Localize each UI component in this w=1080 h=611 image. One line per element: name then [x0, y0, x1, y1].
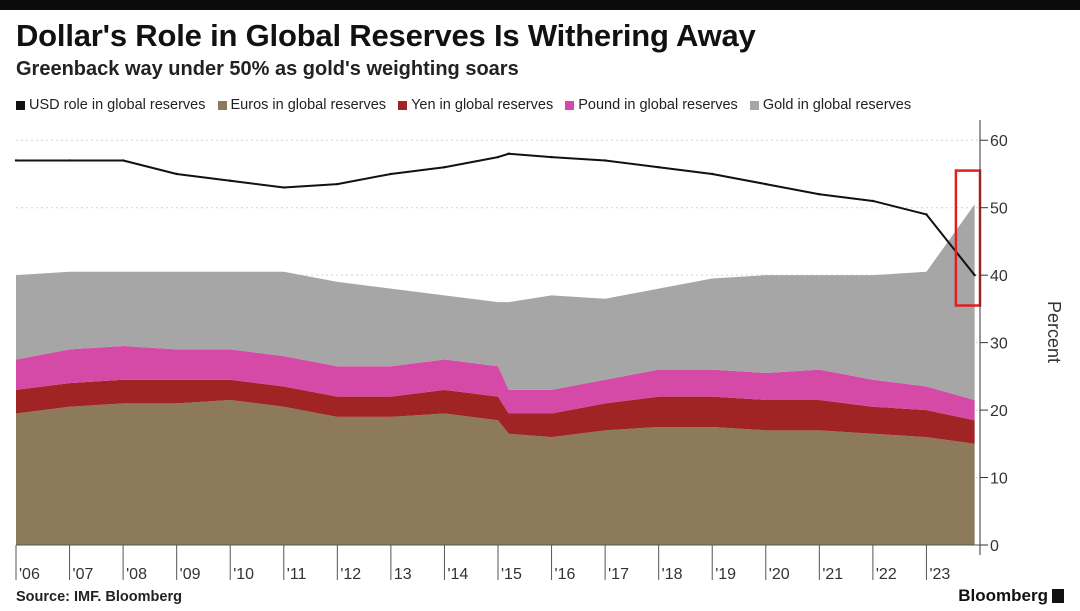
y-tick-label: 10: [990, 471, 1008, 488]
x-tick-label: '21: [822, 566, 843, 583]
usd-point: [282, 186, 285, 189]
x-tick-label: '15: [501, 566, 522, 583]
usd-point: [507, 152, 510, 155]
legend-swatch-usd: [16, 100, 25, 110]
usd-point: [871, 199, 875, 203]
legend-item-gold: Gold in global reserves: [749, 97, 912, 113]
usd-point: [603, 159, 607, 162]
usd-point: [973, 273, 976, 277]
usd-point: [657, 166, 660, 169]
x-tick-label: 13: [394, 566, 412, 583]
line-usd: [16, 152, 976, 276]
x-tick-label: '10: [233, 566, 254, 583]
chart-title: Dollar's Role in Global Reserves Is With…: [16, 18, 756, 53]
usd-point: [818, 193, 821, 196]
usd-point: [68, 159, 71, 162]
chart-legend: USD role in global reserves Euros in glo…: [16, 95, 911, 115]
x-tick-label: '18: [662, 566, 683, 583]
legend-swatch-gold: [749, 100, 759, 110]
x-tick-label: '22: [876, 566, 897, 583]
legend-swatch-pound: [565, 100, 575, 110]
area-yen: [16, 379, 975, 444]
usd-point: [496, 155, 500, 159]
x-tick-label: '14: [447, 566, 468, 583]
x-tick-label: '16: [555, 566, 576, 583]
legend-item-yen: Yen in global reserves: [398, 97, 553, 113]
x-tick-label: '20: [769, 566, 790, 583]
legend-label-gold: Gold in global reserves: [762, 97, 912, 113]
legend-swatch-yen: [398, 100, 408, 110]
source-note: Source: IMF. Bloomberg: [16, 589, 182, 605]
reserves-chart: 0 10 20 30 40 50 60 Percent '06 '07 '08 '09 '10 '11 '1…: [14, 120, 1064, 583]
usd-point: [550, 155, 553, 159]
usd-point: [389, 172, 393, 176]
area-gold: [16, 204, 975, 400]
legend-item-euros: Euros in global reserves: [217, 97, 387, 113]
legend-label-euros: Euros in global reserves: [230, 97, 387, 113]
area-pound: [16, 345, 975, 421]
usd-point: [121, 159, 125, 162]
usd-point: [711, 172, 714, 176]
usd-point: [925, 213, 928, 216]
y-tick-label: 60: [990, 133, 1008, 150]
usd-point: [14, 159, 18, 162]
x-tick-label: '09: [180, 566, 201, 583]
usd-point: [175, 172, 178, 176]
usd-point: [336, 182, 339, 186]
y-tick-label: 0: [990, 538, 999, 555]
legend-item-pound: Pound in global reserves: [565, 97, 738, 113]
x-tick-label: '19: [715, 566, 736, 583]
x-tick-label: '07: [73, 566, 94, 583]
legend-label-pound: Pound in global reserves: [578, 97, 738, 113]
y-tick-label: 20: [990, 403, 1008, 420]
x-tick-label: '17: [608, 566, 629, 583]
usd-point: [764, 182, 767, 186]
x-tick-label: '06: [19, 566, 40, 583]
y-tick-label: 50: [990, 201, 1008, 218]
terminal-icon: [1052, 589, 1064, 603]
x-tick-label: '08: [126, 566, 147, 583]
bloomberg-logo: Bloomberg: [958, 586, 1064, 606]
legend-label-yen: Yen in global reserves: [411, 97, 554, 113]
brand-text: Bloomberg: [958, 586, 1048, 605]
legend-swatch-euros: [217, 100, 227, 110]
x-tick-label: '11: [287, 566, 307, 583]
legend-item-usd: USD role in global reserves: [16, 97, 206, 113]
legend-label-usd: USD role in global reserves: [29, 97, 206, 113]
y-axis-title: Percent: [1044, 301, 1064, 363]
y-tick-label: 30: [990, 336, 1008, 353]
usd-point: [229, 179, 232, 182]
top-black-bar: [0, 0, 1080, 10]
x-tick-label: '23: [929, 566, 950, 583]
chart-subtitle: Greenback way under 50% as gold's weight…: [16, 58, 519, 80]
x-tick-label: '12: [340, 566, 361, 583]
area-euros: [16, 399, 975, 545]
usd-point: [443, 166, 446, 169]
y-tick-label: 40: [990, 268, 1008, 285]
